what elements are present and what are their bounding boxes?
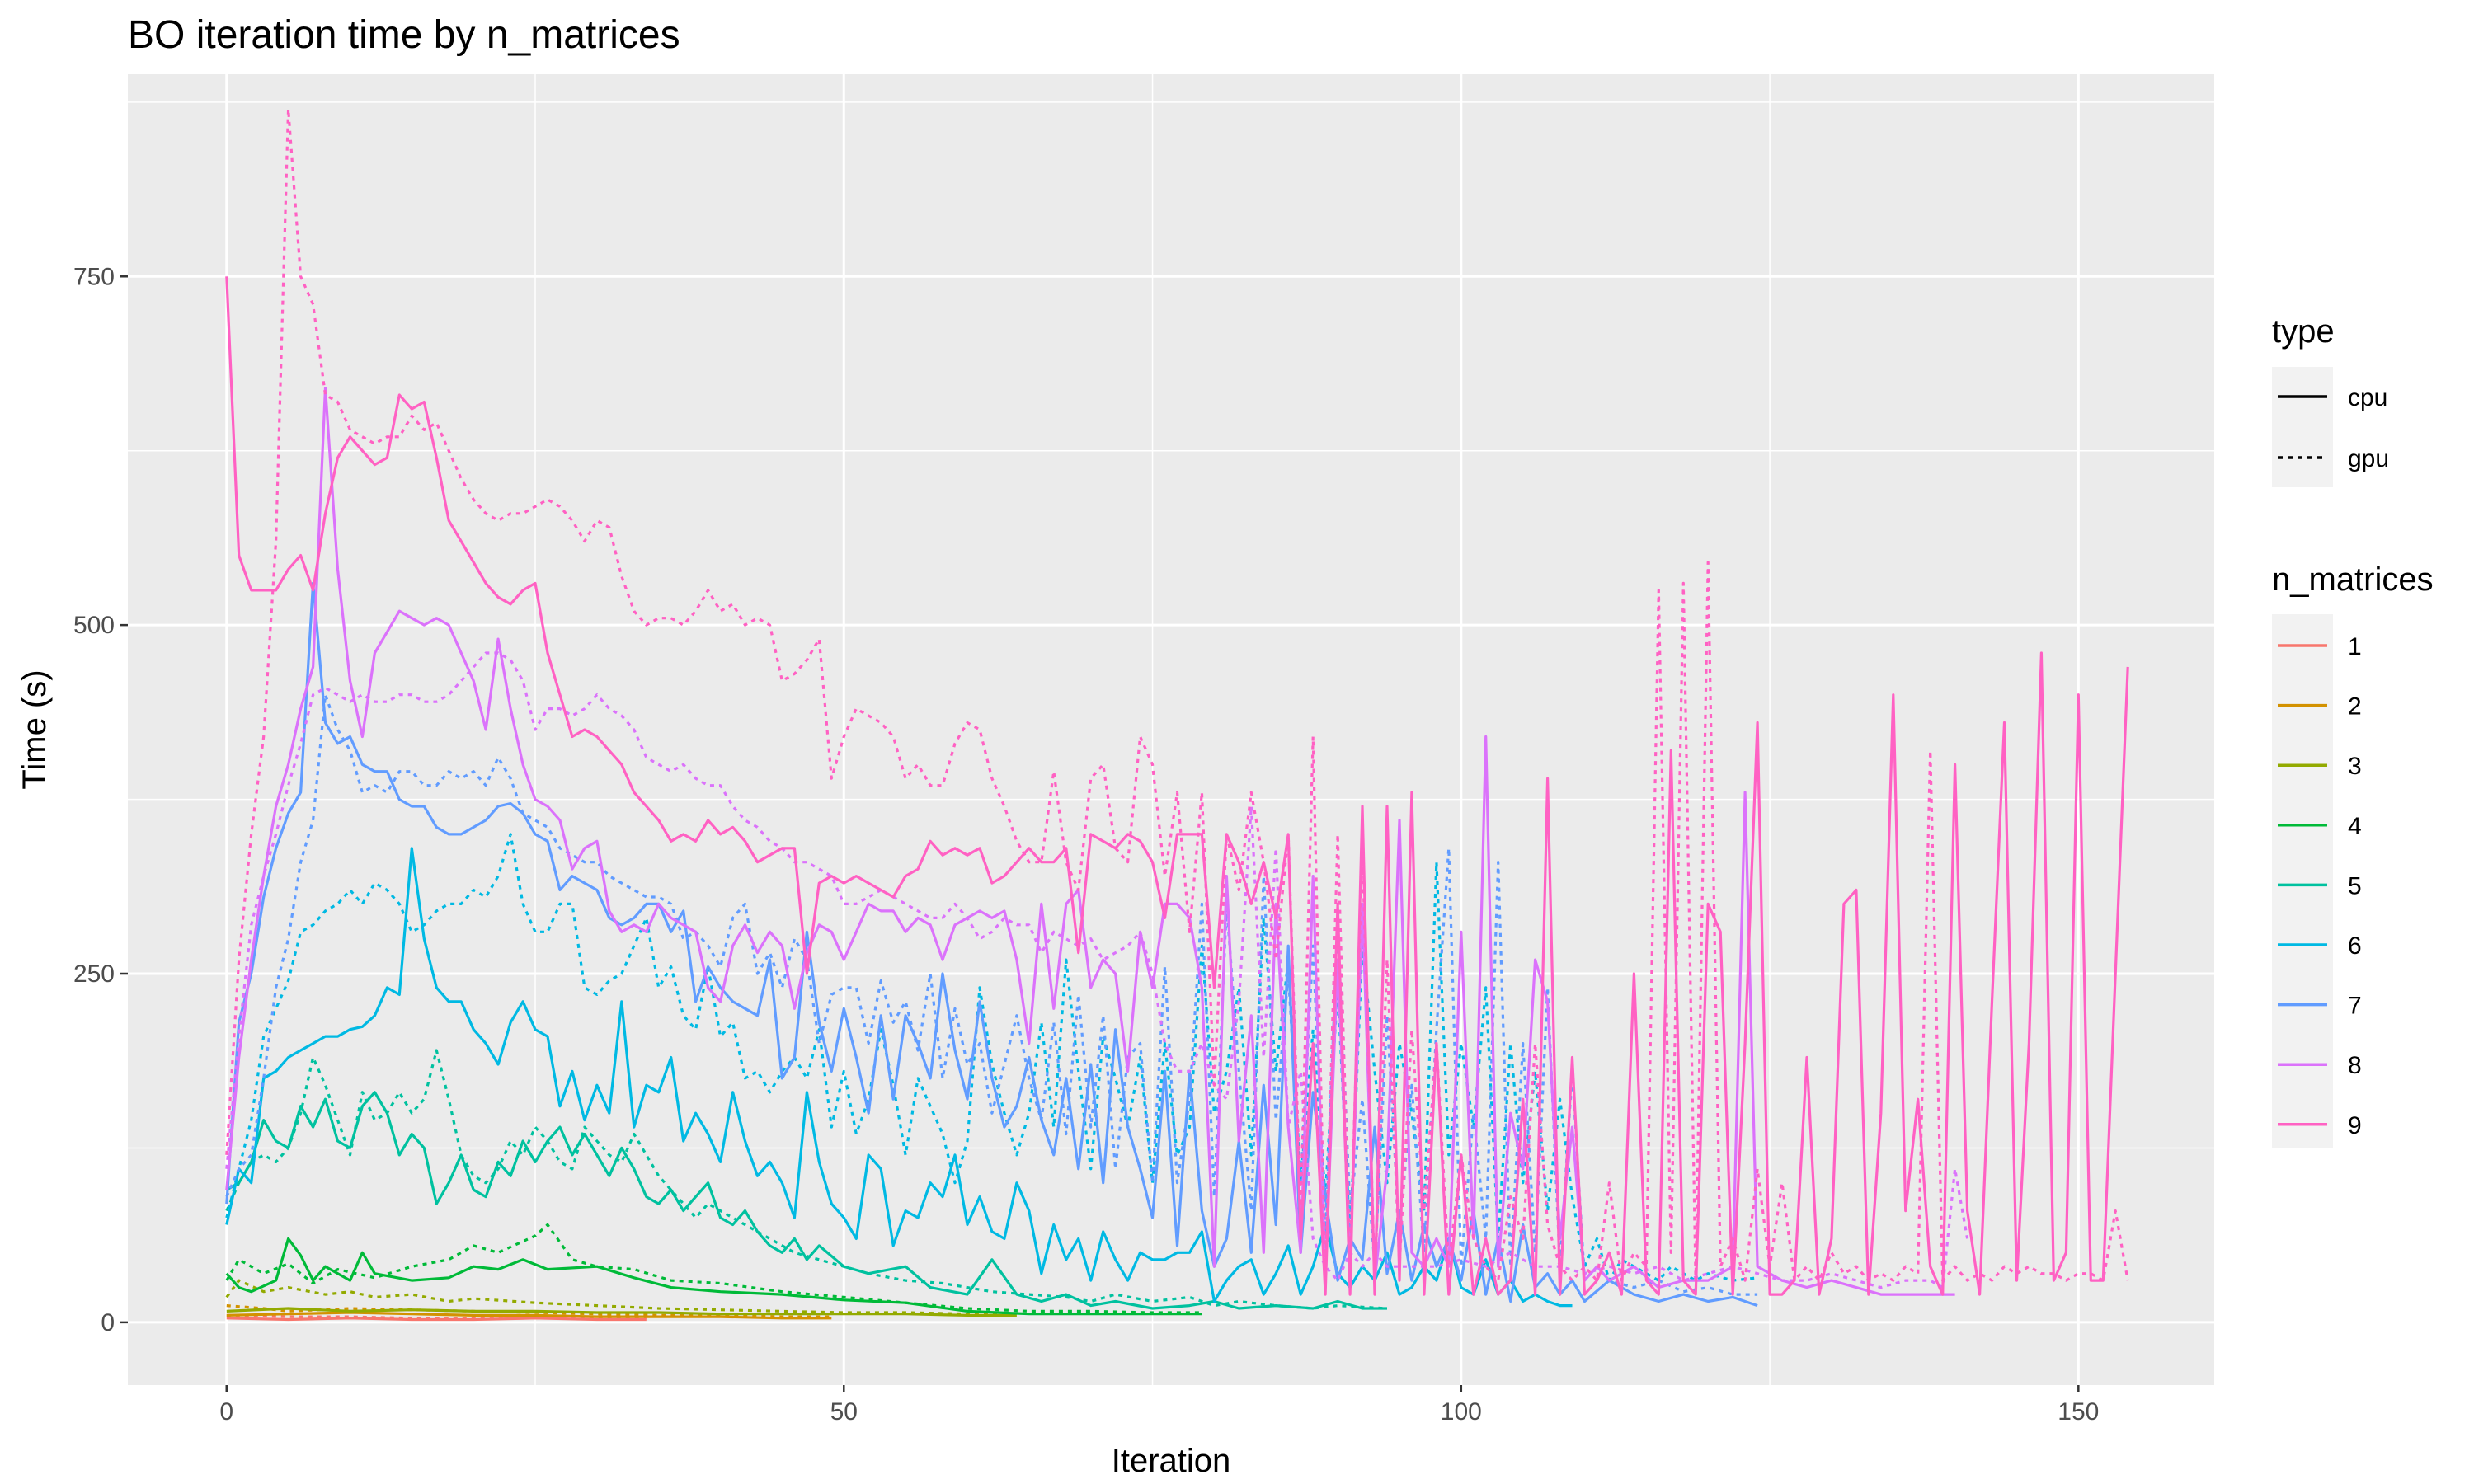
legend-label-n-6: 6 bbox=[2348, 932, 2362, 960]
legend-n-matrices-keys-bg bbox=[2272, 614, 2333, 1148]
legend-label-n-1: 1 bbox=[2348, 633, 2362, 660]
legend-label-n-4: 4 bbox=[2348, 813, 2362, 840]
y-axis: 0 250 500 750 bbox=[73, 263, 128, 1336]
series-line-7-cpu bbox=[225, 581, 1758, 1308]
series-line-2-gpu bbox=[226, 1304, 832, 1318]
y-tick-label: 750 bbox=[73, 263, 115, 290]
legend-label-n-9: 9 bbox=[2348, 1112, 2362, 1139]
legend-label-n-7: 7 bbox=[2348, 993, 2362, 1020]
series-line-7-gpu bbox=[225, 693, 1758, 1296]
legend-type-keys-bg bbox=[2272, 367, 2333, 487]
series-line-6-gpu bbox=[225, 833, 1758, 1282]
x-tick-label: 150 bbox=[2058, 1398, 2099, 1425]
series-line-3-gpu bbox=[225, 1279, 1017, 1316]
series-line-1-cpu bbox=[226, 1317, 647, 1322]
series-line-5-gpu bbox=[225, 1049, 1388, 1310]
legend-label-gpu: gpu bbox=[2348, 445, 2389, 472]
chart-title: BO iteration time by n_matrices bbox=[128, 13, 680, 57]
x-axis: 0 50 100 150 bbox=[219, 1385, 2099, 1425]
x-tick-label: 100 bbox=[1441, 1398, 1482, 1425]
series-lines bbox=[225, 107, 2129, 1322]
legend-label-n-3: 3 bbox=[2348, 753, 2362, 780]
legend-label-n-5: 5 bbox=[2348, 872, 2362, 899]
legend-type-title: type bbox=[2272, 313, 2335, 350]
y-tick-label: 250 bbox=[73, 960, 115, 988]
series-line-9-gpu bbox=[225, 107, 2129, 1282]
x-tick-label: 50 bbox=[830, 1398, 858, 1425]
legend-n-matrices-title: n_matrices bbox=[2272, 561, 2434, 598]
plot-panel bbox=[128, 74, 2214, 1385]
y-axis-title: Time (s) bbox=[16, 669, 53, 789]
grid-minor bbox=[128, 74, 2214, 1385]
series-line-3-cpu bbox=[226, 1307, 1017, 1317]
series-line-6-cpu bbox=[225, 847, 1573, 1308]
legend-label-cpu: cpu bbox=[2348, 384, 2387, 411]
y-tick-label: 0 bbox=[101, 1309, 115, 1336]
legend-label-n-2: 2 bbox=[2348, 693, 2362, 721]
legend-n-matrices: n_matrices 1 2 3 4 5 6 7 8 9 bbox=[2272, 561, 2434, 1148]
y-tick-label: 500 bbox=[73, 612, 115, 639]
series-line-9-cpu bbox=[225, 276, 2129, 1296]
legend-label-n-8: 8 bbox=[2348, 1052, 2362, 1079]
series-line-8-gpu bbox=[225, 651, 1969, 1289]
x-axis-title: Iteration bbox=[1112, 1443, 1231, 1479]
legend-type: type cpu gpu bbox=[2272, 313, 2389, 487]
series-line-2-cpu bbox=[226, 1311, 832, 1320]
x-tick-label: 0 bbox=[219, 1398, 233, 1425]
